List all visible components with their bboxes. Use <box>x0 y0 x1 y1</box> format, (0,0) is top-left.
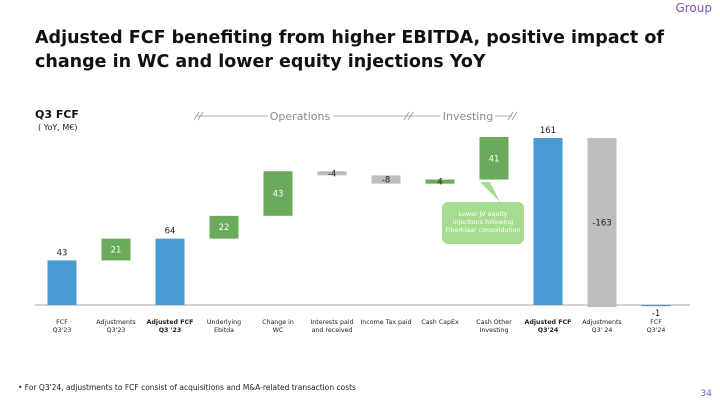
bar <box>47 260 77 305</box>
category-label: Underlying Ebitda <box>206 319 242 334</box>
value-label: 41 <box>489 154 500 164</box>
bar <box>317 171 347 176</box>
value-label: 21 <box>111 246 122 256</box>
category-label: Adjustments Q3' 24 <box>582 319 622 334</box>
bar <box>101 238 131 261</box>
annotation: Lower JV equity injections following Fib… <box>442 202 524 244</box>
category-label: Cash Other Investing <box>476 319 512 334</box>
bar <box>209 215 239 239</box>
section-brackets <box>193 111 518 121</box>
chart-subtitle: Q3 FCF <box>35 108 79 121</box>
bar <box>641 305 671 307</box>
bar <box>533 138 563 305</box>
unit-label: ( YoY, M€) <box>38 123 78 132</box>
value-label: 43 <box>273 190 284 200</box>
bar <box>479 137 509 180</box>
bar <box>425 179 455 184</box>
value-label: -163 <box>592 219 611 229</box>
bubble-pointer <box>480 182 500 202</box>
category-label: FCF Q3'24 <box>646 319 666 334</box>
value-label: -1 <box>652 309 660 319</box>
value-label: 43 <box>57 248 68 258</box>
footnote: • For Q3'24, adjustments to FCF consist … <box>18 383 356 392</box>
slide-title: Adjusted FCF benefiting from higher EBIT… <box>35 28 665 72</box>
value-label: -4 <box>328 169 336 179</box>
category-label: Adjusted FCF Q3'24 <box>524 319 572 334</box>
value-label: 161 <box>540 126 556 136</box>
section-label: Investing <box>443 110 494 123</box>
value-label: -8 <box>382 176 390 186</box>
category-label: Cash CapEx <box>421 319 459 326</box>
category-label: Adjustments Q3'23 <box>96 319 136 334</box>
bar <box>155 238 185 305</box>
value-label: 64 <box>165 227 176 237</box>
category-label: FCF Q3'23 <box>52 319 72 334</box>
category-label: Change in WC <box>262 319 294 334</box>
value-label: 4 <box>437 178 442 188</box>
category-label: Interests paid and received <box>310 319 354 334</box>
bar <box>587 138 617 308</box>
bar <box>371 175 401 184</box>
brand: Group <box>675 1 712 15</box>
bar <box>263 171 293 216</box>
category-label: Adjusted FCF Q3 '23 <box>146 319 194 334</box>
page-number: 34 <box>700 389 712 399</box>
category-label: Income Tax paid <box>360 319 412 326</box>
value-label: 22 <box>219 223 230 233</box>
section-label: Operations <box>270 110 331 123</box>
